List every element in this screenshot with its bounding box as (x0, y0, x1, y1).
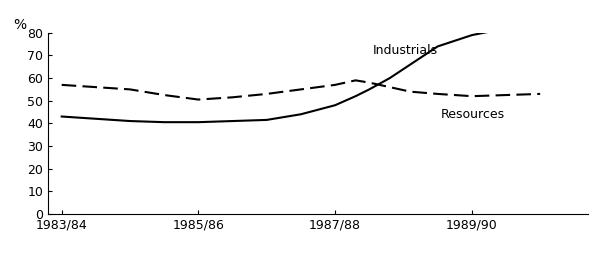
Text: Industrials: Industrials (373, 44, 438, 58)
Text: %: % (13, 18, 26, 32)
Text: Resources: Resources (441, 108, 505, 121)
